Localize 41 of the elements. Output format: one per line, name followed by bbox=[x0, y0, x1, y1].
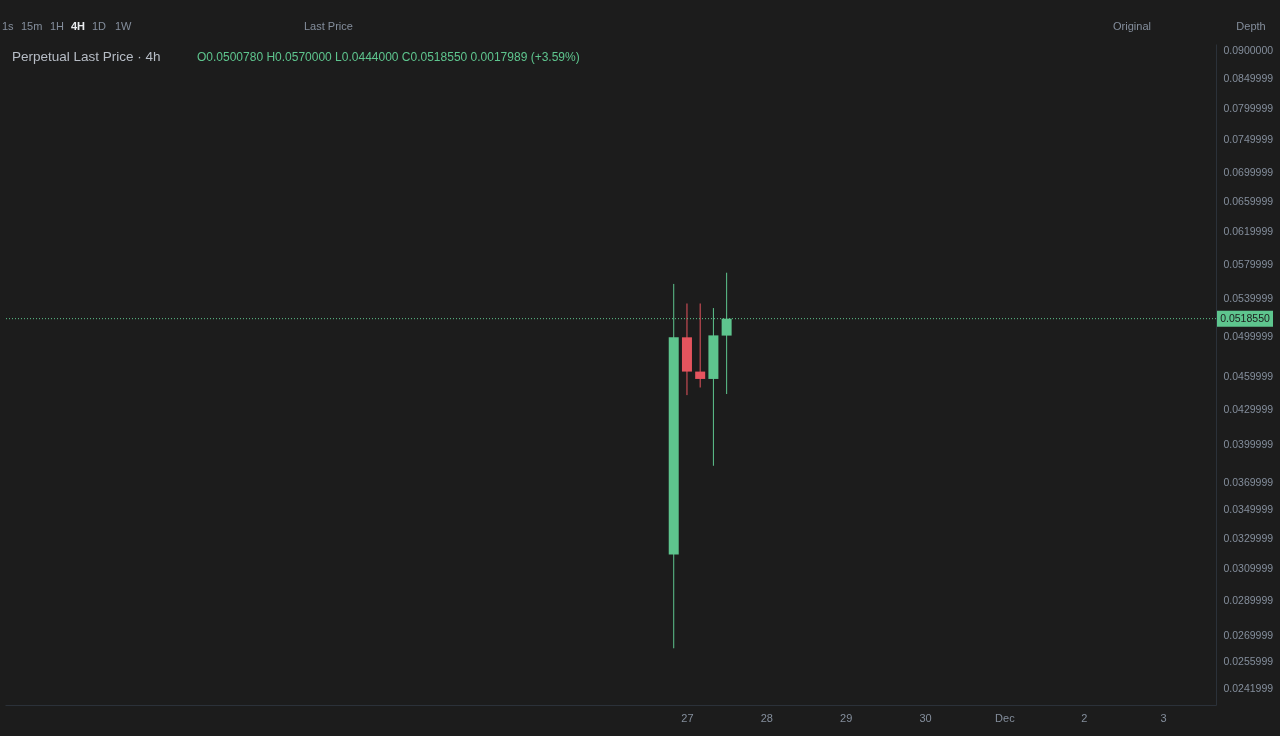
y-tick-label: 0.0499999 bbox=[1223, 329, 1274, 342]
x-tick-label: 30 bbox=[919, 711, 932, 724]
x-tick-label: 27 bbox=[681, 711, 694, 724]
text: Last Price bbox=[304, 20, 353, 32]
y-tick-label: 0.0849999 bbox=[1223, 72, 1274, 85]
text: 15m bbox=[21, 20, 43, 32]
x-tick-label: 2 bbox=[1081, 711, 1088, 724]
chart-title: Perpetual Last Price · 4h bbox=[12, 49, 161, 64]
y-tick-label: 0.0619999 bbox=[1223, 225, 1274, 238]
ref-line-label: 0.0518550 bbox=[1220, 311, 1270, 324]
text: 4H bbox=[71, 20, 86, 32]
y-tick-label: 0.0369999 bbox=[1223, 476, 1274, 489]
y-tick-label: 0.0799999 bbox=[1223, 101, 1274, 114]
y-tick-label: 0.0579999 bbox=[1223, 257, 1274, 270]
text: 1H bbox=[50, 20, 65, 32]
y-tick-label: 0.0241999 bbox=[1223, 682, 1274, 695]
y-tick-label: 0.0349999 bbox=[1223, 503, 1274, 516]
text: 1W bbox=[115, 20, 133, 32]
text: 1s bbox=[2, 20, 15, 32]
y-tick-label: 0.0429999 bbox=[1223, 403, 1274, 416]
y-tick-label: 0.0309999 bbox=[1223, 561, 1274, 574]
x-tick-label: 28 bbox=[760, 711, 773, 724]
x-tick-label: Dec bbox=[995, 711, 1016, 724]
y-tick-label: 0.0699999 bbox=[1223, 166, 1274, 179]
x-tick-label: 3 bbox=[1160, 711, 1167, 724]
text: 1D bbox=[92, 20, 107, 32]
y-tick-label: 0.0399999 bbox=[1223, 438, 1274, 451]
candlestick bbox=[695, 303, 706, 388]
x-tick-label: 29 bbox=[840, 711, 853, 724]
y-tick-label: 0.0459999 bbox=[1223, 370, 1274, 383]
y-tick-label: 0.0749999 bbox=[1223, 132, 1274, 145]
y-tick-label: 0.0289999 bbox=[1223, 594, 1274, 607]
y-tick-label: 0.0329999 bbox=[1223, 531, 1274, 544]
y-tick-label: 0.0255999 bbox=[1223, 654, 1274, 667]
y-tick-label: 0.0900000 bbox=[1223, 44, 1274, 57]
y-tick-label: 0.0539999 bbox=[1223, 292, 1274, 305]
text: Depth bbox=[1236, 20, 1266, 32]
text: Original bbox=[1113, 20, 1151, 32]
y-tick-label: 0.0659999 bbox=[1223, 195, 1274, 208]
y-tick-label: 0.0269999 bbox=[1223, 629, 1274, 642]
annotation: O0.0500780 H0.0570000 L0.0444000 C0.0518550 0.0017989 (+3.59%) bbox=[197, 50, 580, 64]
